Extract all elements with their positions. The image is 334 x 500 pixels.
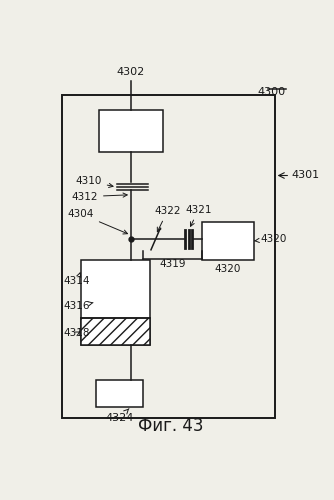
Text: 4302: 4302 xyxy=(117,68,145,78)
Text: 4318: 4318 xyxy=(64,328,90,338)
Text: 4319: 4319 xyxy=(159,260,186,270)
Text: 4312: 4312 xyxy=(71,192,127,202)
Bar xyxy=(96,380,143,406)
Text: 4310: 4310 xyxy=(75,176,113,188)
Text: 4316: 4316 xyxy=(64,302,93,312)
Text: 4314: 4314 xyxy=(64,273,90,286)
Text: 4324: 4324 xyxy=(105,408,134,424)
Bar xyxy=(80,260,151,345)
Bar xyxy=(202,222,254,260)
Text: 4301: 4301 xyxy=(292,170,320,180)
Text: 4321: 4321 xyxy=(185,205,212,227)
Text: 4322: 4322 xyxy=(154,206,181,232)
Text: Фиг. 43: Фиг. 43 xyxy=(138,418,204,436)
Text: 4304: 4304 xyxy=(68,209,128,234)
Text: 4320: 4320 xyxy=(215,264,241,274)
Bar xyxy=(80,318,151,345)
Bar xyxy=(99,110,163,152)
Text: 4300: 4300 xyxy=(257,87,285,97)
Bar xyxy=(62,94,275,418)
Text: 4320: 4320 xyxy=(255,234,287,244)
